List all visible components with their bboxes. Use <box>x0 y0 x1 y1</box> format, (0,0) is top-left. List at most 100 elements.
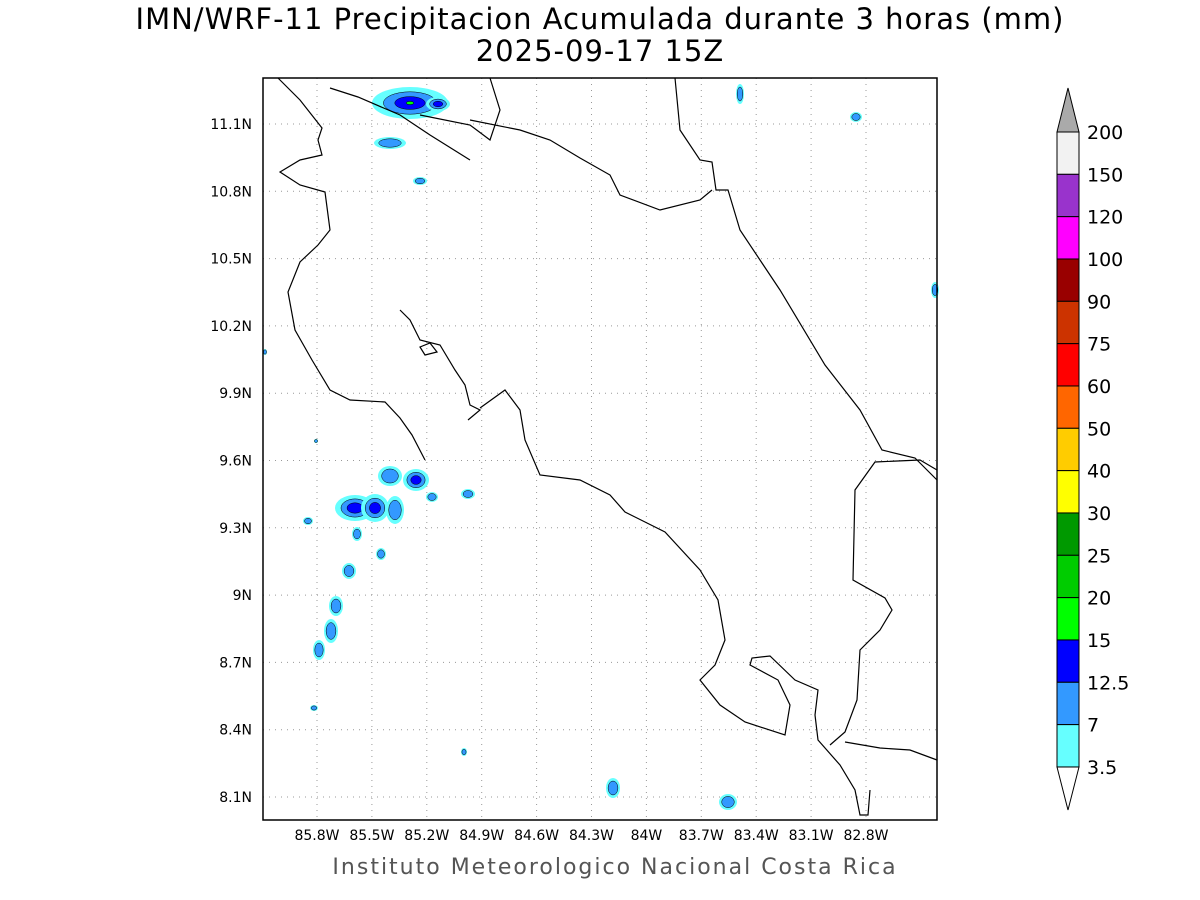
legend-label: 60 <box>1087 376 1111 398</box>
legend-swatch <box>1056 343 1080 387</box>
nicoya-gulf-coast <box>399 309 482 421</box>
precip-contour <box>325 622 337 640</box>
precip-contour <box>388 499 402 521</box>
lat-tick-label: 8.7N <box>219 655 252 671</box>
precip-contour <box>310 705 318 711</box>
precip-contour <box>330 598 342 614</box>
precip-contour <box>461 748 467 756</box>
lon-tick-label: 83.4W <box>734 828 779 844</box>
legend-swatch <box>1056 427 1080 472</box>
panama-border <box>829 459 938 746</box>
pacific-coast-south <box>479 389 871 816</box>
precip-contour <box>378 138 402 148</box>
nicaragua-lake-shore <box>329 87 471 161</box>
legend-swatch <box>1056 639 1080 683</box>
lon-tick-label: 83.7W <box>679 828 724 844</box>
legend-swatch <box>1056 258 1080 302</box>
lon-tick-label: 84.6W <box>514 828 559 844</box>
map-title: IMN/WRF-11 Precipitacion Acumulada duran… <box>135 2 1065 36</box>
lat-tick-label: 10.8N <box>210 184 252 200</box>
map-subtitle: 2025-09-17 15Z <box>475 34 725 68</box>
legend-swatch <box>1056 724 1080 768</box>
precip-contour <box>607 780 619 796</box>
precip-contour <box>304 517 312 525</box>
precip-contour <box>314 642 324 658</box>
coastlines <box>277 77 938 816</box>
precip-contour <box>343 565 355 577</box>
legend-label: 12.5 <box>1087 672 1129 694</box>
legend-label: 3.5 <box>1087 757 1117 779</box>
lat-tick-label: 8.1N <box>219 790 252 806</box>
pacific-coast-north <box>277 77 426 461</box>
precipitation-areas <box>263 84 939 810</box>
legend-label: 25 <box>1087 545 1111 567</box>
lon-tick-label: 83.1W <box>789 828 834 844</box>
precip-contour <box>369 502 381 514</box>
lat-tick-label: 11.1N <box>210 117 252 133</box>
lat-tick-label: 9.3N <box>219 521 252 537</box>
legend-label: 120 <box>1087 207 1123 229</box>
precip-contour <box>377 549 385 559</box>
lat-tick-label: 10.2N <box>210 319 252 335</box>
legend-swatch <box>1056 300 1080 345</box>
legend-swatch <box>1056 131 1080 175</box>
lon-tick-label: 84.3W <box>569 828 614 844</box>
lat-tick-label: 9.9N <box>219 386 252 402</box>
lat-tick-label: 8.4N <box>219 723 252 739</box>
map-frame <box>262 77 938 821</box>
precip-contour <box>353 528 361 540</box>
nicaragua-coast <box>419 77 501 141</box>
color-legend: 200 150 120 100 90 75 60 50 40 30 25 20 15 12.5 7 3.5 <box>1056 87 1129 811</box>
legend-swatch <box>1056 385 1080 429</box>
lat-tick-label: 9.6N <box>219 454 252 470</box>
credit-text: Instituto Meteorologico Nacional Costa R… <box>332 855 898 880</box>
legend-label: 15 <box>1087 630 1111 652</box>
precip-contour <box>405 101 415 105</box>
precip-contour <box>462 490 474 498</box>
caribbean-coast <box>674 77 938 481</box>
lon-tick-label: 82.8W <box>843 828 888 844</box>
legend-label: 100 <box>1087 249 1123 271</box>
lon-tick-label: 85.2W <box>404 828 449 844</box>
precip-contour <box>432 100 444 108</box>
precip-contour <box>721 796 735 808</box>
island <box>419 342 439 356</box>
precip-contour <box>410 475 422 485</box>
precip-contour <box>314 439 318 443</box>
lon-tick-label: 85.8W <box>294 828 339 844</box>
legend-label: 200 <box>1087 122 1123 144</box>
latitude-tick-labels: 11.1N 10.8N 10.5N 10.2N 9.9N 9.6N 9.3N 9N 8.7N 8.… <box>210 117 252 806</box>
legend-label: 30 <box>1087 503 1111 525</box>
precip-contour <box>263 349 267 355</box>
grid-lines <box>263 78 937 820</box>
lat-tick-label: 9N <box>233 588 252 604</box>
legend-label: 40 <box>1087 461 1111 483</box>
legend-over-triangle <box>1056 87 1080 133</box>
panama-coast <box>844 741 938 761</box>
precip-contour <box>851 113 861 121</box>
legend-label: 90 <box>1087 291 1111 313</box>
legend-label: 7 <box>1087 715 1099 737</box>
legend-swatch <box>1056 216 1080 260</box>
lat-tick-label: 10.5N <box>210 252 252 268</box>
legend-label: 20 <box>1087 588 1111 610</box>
lon-tick-label: 84.9W <box>459 828 504 844</box>
longitude-tick-labels: 85.8W 85.5W 85.2W 84.9W 84.6W 84.3W 84W 83.7W 83… <box>294 828 888 844</box>
northern-border <box>469 119 713 211</box>
lon-tick-label: 84W <box>631 828 663 844</box>
legend-label: 50 <box>1087 418 1111 440</box>
legend-swatch <box>1056 597 1080 641</box>
legend-under-triangle <box>1056 766 1080 811</box>
precip-contour <box>736 86 744 102</box>
legend-swatch <box>1056 512 1080 556</box>
precip-contour <box>414 177 426 185</box>
lon-tick-label: 85.5W <box>349 828 394 844</box>
legend-swatch <box>1056 470 1080 514</box>
legend-swatch <box>1056 681 1080 726</box>
precip-contour <box>346 502 364 514</box>
legend-swatch <box>1056 173 1080 218</box>
precip-contour <box>427 493 437 501</box>
legend-label: 150 <box>1087 164 1123 186</box>
